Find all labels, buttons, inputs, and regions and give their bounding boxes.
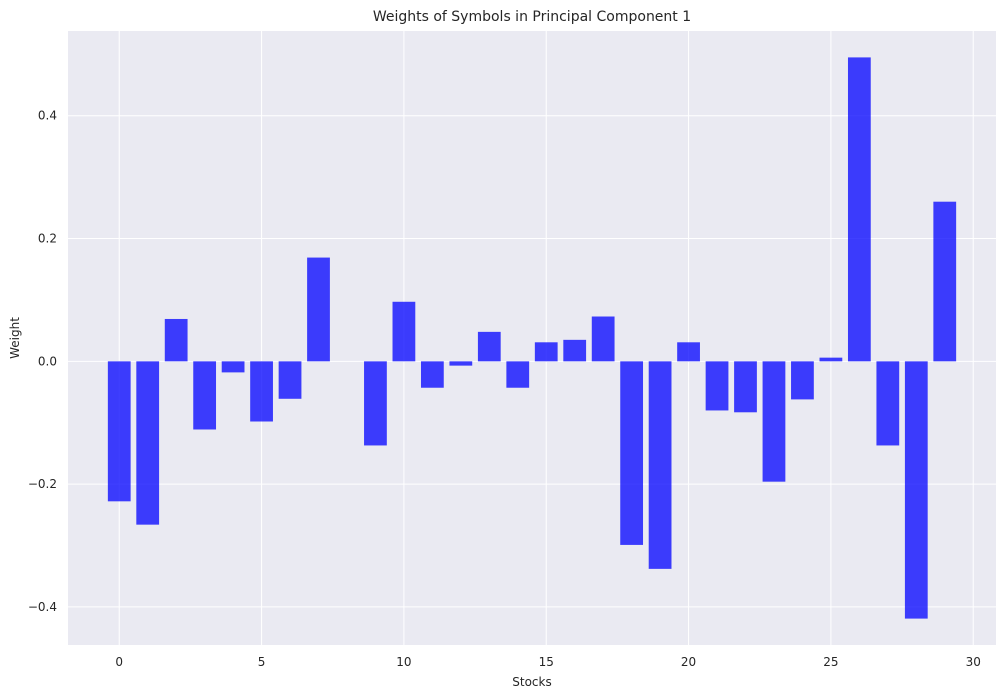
bar xyxy=(364,361,387,446)
y-tick-label: 0.4 xyxy=(38,109,57,123)
bar xyxy=(904,361,928,619)
bar xyxy=(933,201,957,362)
bar xyxy=(534,342,558,362)
y-tick-label: 0.0 xyxy=(38,354,57,368)
bar xyxy=(819,357,843,362)
x-tick-label: 20 xyxy=(681,655,696,669)
bar xyxy=(648,361,672,569)
bars xyxy=(107,57,957,619)
bar xyxy=(477,331,501,362)
bar xyxy=(136,361,160,525)
bar xyxy=(164,318,188,362)
x-tick-label: 15 xyxy=(539,655,554,669)
bar xyxy=(250,361,273,422)
x-tick-labels: 0 5 10 15 20 25 30 xyxy=(115,655,980,669)
bar xyxy=(307,257,330,362)
y-tick-label: 0.2 xyxy=(38,232,57,246)
x-tick-label: 10 xyxy=(396,655,411,669)
bar xyxy=(449,361,473,366)
y-tick-label: −0.2 xyxy=(28,477,57,491)
plot-area xyxy=(68,31,996,645)
bar xyxy=(791,361,814,400)
bar xyxy=(278,361,302,399)
bar xyxy=(620,361,644,545)
bar xyxy=(847,57,871,362)
bar xyxy=(420,361,444,388)
chart-title: Weights of Symbols in Principal Componen… xyxy=(373,9,691,25)
bar xyxy=(392,301,416,362)
bar xyxy=(677,342,700,362)
x-tick-label: 30 xyxy=(966,655,981,669)
bar xyxy=(705,361,729,411)
bar xyxy=(107,361,131,502)
x-tick-label: 5 xyxy=(258,655,266,669)
y-axis-label: Weight xyxy=(8,317,22,359)
y-tick-label: −0.4 xyxy=(28,600,57,614)
x-tick-label: 0 xyxy=(115,655,123,669)
x-axis-label: Stocks xyxy=(512,675,551,689)
y-tick-labels: −0.4 −0.2 0.0 0.2 0.4 xyxy=(28,109,57,614)
bar xyxy=(221,361,245,373)
bar xyxy=(762,361,786,482)
x-tick-label: 25 xyxy=(823,655,838,669)
bar xyxy=(563,339,587,362)
bar xyxy=(193,361,217,430)
bar xyxy=(734,361,757,413)
bar xyxy=(506,361,530,388)
bar xyxy=(591,316,615,362)
bar xyxy=(876,361,900,446)
